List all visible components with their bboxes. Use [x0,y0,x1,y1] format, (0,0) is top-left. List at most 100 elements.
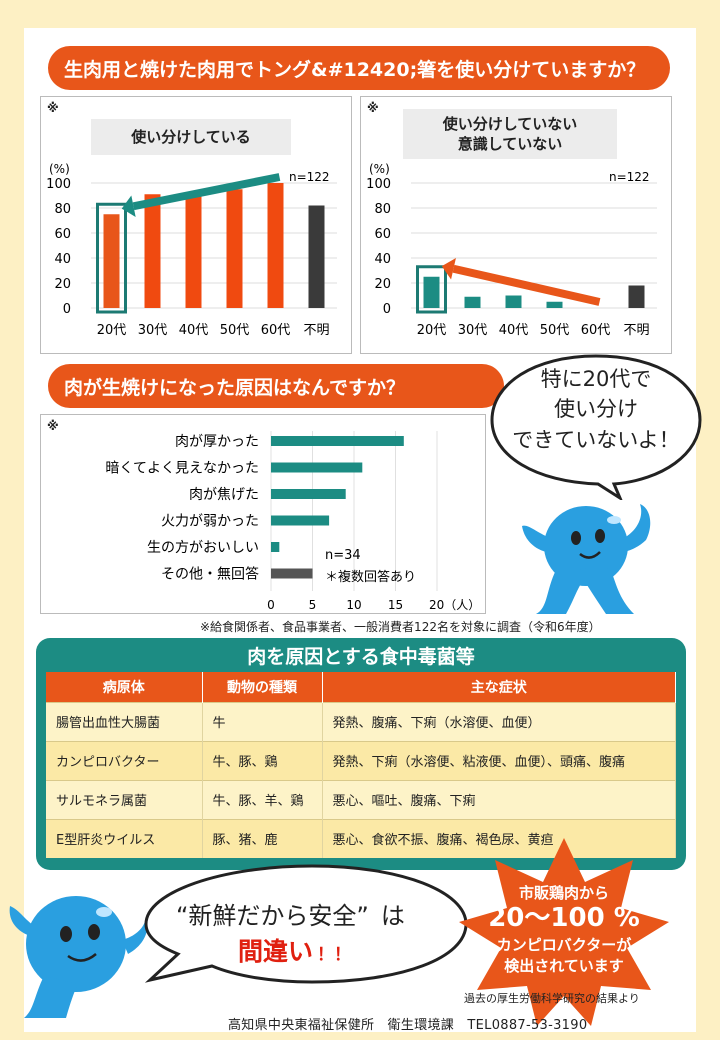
bar [628,285,645,308]
mascot-top-icon [522,504,651,614]
y-tick-label: 20 [54,277,71,292]
bar [423,276,440,308]
table-header: 病原体 [46,672,203,702]
trend-arrow-head [121,195,136,218]
y-tick-label: 40 [374,252,391,267]
question-banner-2-text: 肉が生焼けになった原因はなんですか？ [64,376,406,399]
bar [271,489,346,499]
chart-caption: 使い分けしている [91,119,291,155]
note-mark: ※ [367,101,379,115]
highlight-frame [96,202,127,314]
footer-contact: 高知県中央東福祉保健所 衛生環境課 TEL0887-53-3190 [228,1018,588,1033]
question-banner-1-text: 生肉用と焼けた肉用でトング&#12420;箸を使い分けていますか？ [64,58,646,81]
sample-size-label: n=34 [325,548,361,563]
x-tick-label: 30代 [458,323,488,338]
x-tick-label: 5 [309,598,317,612]
x-tick-label: 不明 [623,323,649,338]
chart-caption-text: 使い分けしている [131,127,251,146]
bar [271,462,363,473]
category-label: 肉が焦げた [189,487,259,503]
chart-box-not-separate: ※ 使い分けしていない 意識していない (%) n=122 100 80 60 40 20 0… [360,96,672,354]
trend-arrow-line [132,173,281,211]
symptoms-cell: 発熱、下痢（水溶便、粘液便、血便）、頭痛、腹痛 [322,740,676,780]
note-mark: ※ [47,101,59,115]
bacteria-table: 病原体 動物の種類 主な症状 腸管出血性大腸菌 牛 発熱、腹痛、下痢（水溶便、血… [46,672,676,858]
y-tick-label: 80 [54,202,71,217]
bubble-wrong: 間違い [238,937,314,966]
y-tick-label: 0 [383,302,391,317]
bubble-quote: “新鮮だから安全” [176,902,369,930]
category-label: その他・無回答 [161,566,259,583]
bacteria-table-panel: 肉を原因とする食中毒菌等 病原体 動物の種類 主な症状 腸管出血性大腸菌 牛 発… [36,638,686,870]
table-title: 肉を原因とする食中毒菌等 [247,646,475,668]
symptoms-cell: 悪心、食欲不振、腹痛、褐色尿、黄疸 [322,818,676,858]
x-tick-label: 20代 [97,323,127,338]
mascot-bottom-icon [9,896,148,1018]
bubble-excl: ！！ [317,945,352,965]
pathogen-cell: 腸管出血性大腸菌 [46,701,203,741]
hbar-chart-undercooked: 0 5 10 15 20（人） 肉が厚かった暗くてよく見えなかった肉が焦げた火力が弱かった… [105,431,480,612]
category-label: 火力が弱かった [161,514,259,530]
x-tick-label: 30代 [138,323,168,338]
mascot-speech-bubble-top [490,354,702,500]
table-header: 主な症状 [322,672,676,702]
chart-caption: 使い分けしていない 意識していない [403,109,617,159]
sample-size-label: n=122 [289,170,330,184]
bar [226,189,243,308]
category-label: 暗くてよく見えなかった [105,461,259,477]
sample-size-label: n=122 [609,170,650,184]
bar [505,295,522,308]
bubble-top-text: 特に20代で 使い分け できていないよ！ [496,364,696,455]
y-tick-label: 80 [374,202,391,217]
x-tick-label: 50代 [540,323,570,338]
star-line2: 20～100 % [488,903,640,933]
multiple-answers-label: ＊複数回答あり [325,569,416,585]
animal-cell: 牛、豚、鶏 [202,740,323,780]
animal-cell: 豚、猪、鹿 [202,818,323,858]
bar [103,214,120,308]
table-header-row: 病原体 動物の種類 主な症状 [46,672,676,702]
bubble-top-line1: 特に20代で [540,367,652,391]
x-tick-label: 不明 [303,323,329,338]
y-tick-label: 100 [46,177,71,192]
x-tick-label: 10 [346,598,361,612]
bubble-bottom-line2: 間違い！！ [238,932,351,968]
bar [546,301,563,308]
symptoms-cell: 悪心、嘔吐、腹痛、下痢 [322,779,676,819]
x-tick-label: 40代 [499,323,529,338]
chart-box-separate: ※ 使い分けしている (%) n=122 100 80 60 40 20 0 20代 30代 40代… [40,96,352,354]
x-tick-label: 40代 [179,323,209,338]
chart-caption-line1: 使い分けしていない [442,114,578,133]
table-header: 動物の種類 [202,672,323,702]
y-tick-label: 100 [366,177,391,192]
bar [271,542,280,552]
pathogen-cell: E型肝炎ウイルス [46,818,203,858]
animal-cell: 牛、豚、羊、鶏 [202,779,323,819]
bar-chart-not-separate: (%) n=122 100 80 60 40 20 0 20代 30代 40代 50代 60代 不明 [366,162,657,338]
bubble-top-line3: できていないよ！ [512,427,680,452]
pathogen-cell: サルモネラ属菌 [46,779,203,819]
bar [271,515,330,526]
x-tick-label: 60代 [581,323,611,338]
note-mark: ※ [47,419,59,433]
x-tick-label: 20（人） [429,598,480,612]
bar [271,568,313,579]
symptoms-cell: 発熱、腹痛、下痢（水溶便、血便） [322,701,676,741]
chart-caption-line2: 意識していない [457,135,563,153]
trend-arrow-head [441,258,456,280]
bubble-particle: は [380,902,405,930]
y-tick-label: 0 [63,302,71,317]
star-line1: 市販鶏肉から [518,884,609,902]
y-unit-label: (%) [49,162,70,176]
x-tick-label: 50代 [220,323,250,338]
star-source: 過去の厚生労働科学研究の結果より [464,992,640,1005]
bar-chart-separate: (%) n=122 100 80 60 40 20 0 20代 30代 40代 50代 60代 不明 [46,162,337,338]
pathogen-cell: カンピロバクター [46,740,203,780]
table-row: サルモネラ属菌 牛、豚、羊、鶏 悪心、嘔吐、腹痛、下痢 [46,779,676,819]
table-row: カンピロバクター 牛、豚、鶏 発熱、下痢（水溶便、粘液便、血便）、頭痛、腹痛 [46,740,676,780]
y-tick-label: 20 [374,277,391,292]
starburst-text: 市販鶏肉から 20～100 % カンピロバクターが 検出されています [455,882,673,976]
chart-box-undercooked: ※ 0 5 10 15 20（人） 肉が厚かった 暗くてよく見えなかった 肉が焦げた 火力が弱か… [40,414,486,614]
x-tick-label: 15 [388,598,403,612]
bar [185,195,202,308]
